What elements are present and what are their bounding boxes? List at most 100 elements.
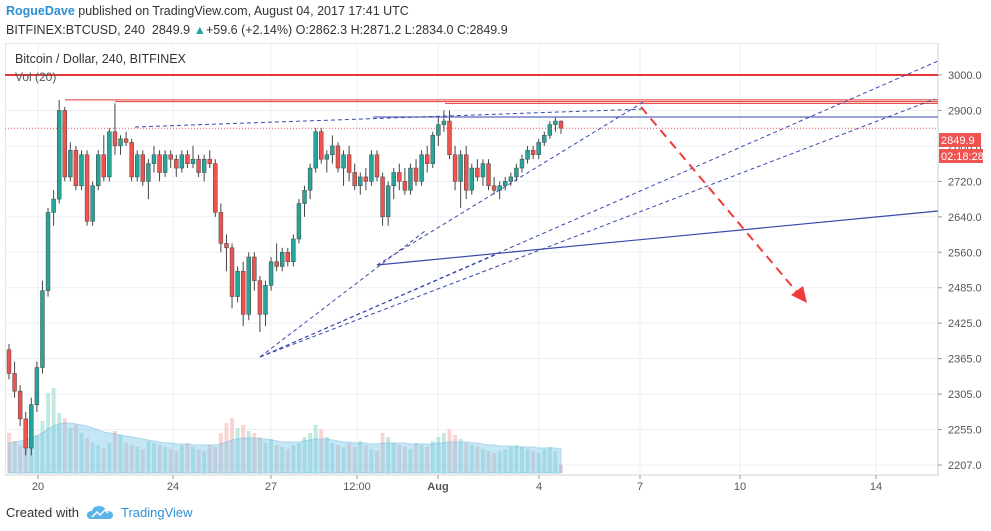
candle: [385, 185, 391, 218]
candle: [246, 256, 251, 315]
volume-bar: [152, 443, 156, 473]
volume-bar: [40, 421, 45, 473]
candle: [146, 163, 151, 182]
candle: [291, 238, 296, 262]
candle: [475, 167, 480, 178]
volume-bar: [430, 441, 435, 473]
arrow-head: [791, 286, 807, 303]
candle: [319, 131, 324, 160]
candle: [352, 172, 357, 187]
dashed-trendline: [259, 60, 939, 358]
candle: [118, 138, 123, 147]
low-value: 2834.0: [415, 23, 454, 37]
volume-bar: [291, 445, 296, 473]
chart-area[interactable]: 3000.02900.02800.02720.02640.02560.02485…: [4, 42, 987, 493]
candle: [458, 154, 463, 182]
dashed-trendline: [134, 108, 646, 128]
volume-bar: [319, 429, 324, 473]
candle: [285, 252, 290, 262]
open-label: O:: [295, 23, 309, 37]
volume-bar: [408, 449, 413, 473]
candle: [380, 176, 385, 218]
volume-bar: [464, 443, 469, 473]
candle: [358, 176, 363, 187]
author-link[interactable]: RogueDave: [6, 4, 75, 18]
volume-bar: [369, 449, 374, 473]
candle: [90, 185, 95, 222]
price-tick-label: 2485.0: [948, 283, 982, 295]
volume-bar: [347, 443, 352, 473]
close-label: C:: [456, 23, 470, 37]
dashed-trendline: [259, 254, 496, 358]
candle: [235, 270, 240, 297]
volume-bar: [207, 445, 212, 473]
volume-bar: [386, 437, 391, 473]
candle: [12, 373, 17, 392]
publish-header: RogueDave published on TradingView.com, …: [6, 4, 409, 18]
candle: [341, 154, 346, 169]
volume-bar: [274, 445, 279, 473]
candle: [335, 145, 341, 169]
candle: [207, 158, 212, 164]
plot-frame: [4, 42, 939, 476]
price-axis[interactable]: 3000.02900.02800.02720.02640.02560.02485…: [938, 70, 982, 472]
volume-ma-area: [8, 422, 562, 474]
candle: [224, 243, 229, 249]
candle: [56, 110, 62, 200]
time-tick-label: 7: [637, 481, 643, 493]
price-tick-label: 2365.0: [948, 354, 982, 366]
volume-bar: [547, 447, 552, 473]
time-axis[interactable]: 20 24 27 12:00 Aug 4 7 10 14: [32, 475, 882, 493]
open-value: 2862.3: [308, 23, 348, 37]
candle: [274, 261, 279, 267]
volume-bar: [62, 418, 67, 473]
candle: [29, 404, 34, 449]
candles-group: [6, 99, 564, 456]
volume-bar: [536, 453, 541, 473]
price-tick-label: 2305.0: [948, 389, 982, 401]
candle: [135, 154, 140, 178]
volume-bar: [531, 451, 536, 473]
close-value: 2849.9: [469, 23, 508, 37]
time-tick-label: 14: [870, 481, 882, 493]
candle: [157, 154, 162, 173]
tradingview-brand[interactable]: TradingView: [120, 505, 193, 520]
candle: [240, 270, 246, 315]
candle: [107, 131, 112, 178]
candle: [542, 135, 547, 143]
time-tick-label: 10: [734, 481, 746, 493]
volume-bar: [51, 388, 56, 473]
candle: [374, 154, 380, 178]
candle: [324, 154, 330, 160]
volume-bar: [336, 445, 340, 473]
candle: [196, 158, 201, 173]
candle: [452, 154, 458, 182]
volume-bar: [447, 429, 452, 473]
volume-bar: [436, 437, 441, 473]
volume-bar: [352, 447, 357, 473]
candle: [263, 285, 268, 315]
volume-bar: [107, 443, 112, 473]
candle: [441, 120, 447, 125]
candle: [408, 167, 413, 191]
volume-bar: [196, 449, 201, 473]
candle: [168, 154, 173, 160]
volume-bar: [230, 418, 234, 473]
volume-bar: [341, 447, 346, 473]
candle: [151, 154, 157, 164]
volume-bars: [7, 388, 563, 474]
last-price-badge-text: 2849.9: [941, 135, 975, 147]
published-text: published on TradingView.com, August 04,…: [78, 4, 409, 18]
volume-bar: [280, 447, 285, 473]
volume-bar: [397, 445, 402, 473]
volume-bar: [252, 433, 257, 473]
volume-bar: [168, 449, 173, 473]
volume-bar: [486, 451, 491, 473]
dashed-trendline: [376, 100, 646, 266]
volume-bar: [503, 449, 508, 473]
candle: [257, 280, 263, 315]
volume-bar: [542, 449, 547, 473]
price-chart[interactable]: 3000.02900.02800.02720.02640.02560.02485…: [4, 42, 987, 493]
price-tick-label: 2720.0: [948, 176, 982, 188]
high-value: 2871.2: [363, 23, 402, 37]
